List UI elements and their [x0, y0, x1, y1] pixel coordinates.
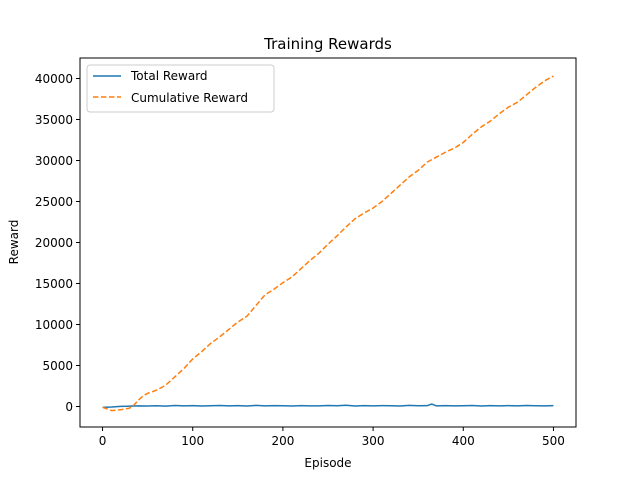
legend-label-cumulative-reward: Cumulative Reward [131, 91, 248, 105]
plot-area [102, 75, 554, 412]
legend-box [86, 64, 275, 113]
y-tick-label: 30000 [35, 154, 73, 168]
x-tick-label: 400 [452, 434, 475, 448]
y-tick-label: 25000 [35, 195, 73, 209]
series-line-cumulative-reward [102, 75, 554, 412]
y-tick-label: 0 [65, 400, 73, 414]
x-tick-label: 0 [99, 434, 107, 448]
y-tick-label: 5000 [42, 359, 73, 373]
x-tick-label: 500 [542, 434, 565, 448]
y-tick-label: 40000 [35, 72, 73, 86]
legend-label-total-reward: Total Reward [130, 69, 208, 83]
y-axis-label: Reward [7, 220, 21, 265]
x-tick-label: 200 [271, 434, 294, 448]
series-line-total-reward [102, 403, 554, 409]
chart-title: Training Rewards [263, 35, 392, 53]
x-axis: 0 100 200 300 400 500 [99, 427, 565, 448]
x-tick-label: 100 [181, 434, 204, 448]
y-axis: 0 5000 10000 15000 20000 25000 30000 35000 40000 [35, 72, 80, 414]
y-tick-label: 20000 [35, 236, 73, 250]
legend: Total Reward Cumulative Reward [86, 64, 275, 113]
y-tick-label: 15000 [35, 277, 73, 291]
x-tick-label: 300 [362, 434, 385, 448]
x-axis-label: Episode [304, 456, 351, 470]
y-tick-label: 10000 [35, 318, 73, 332]
y-tick-label: 35000 [35, 113, 73, 127]
